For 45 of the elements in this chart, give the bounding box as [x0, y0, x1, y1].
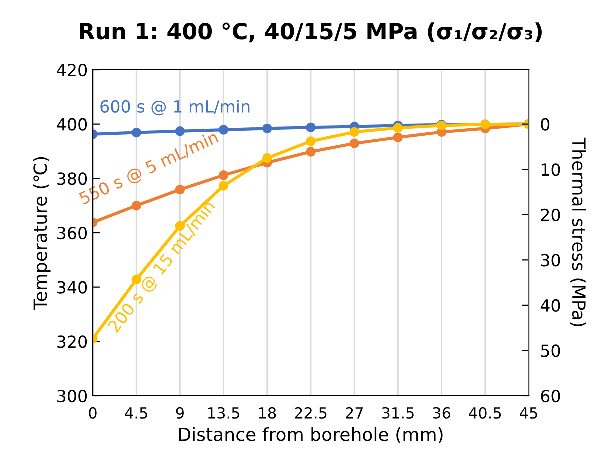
y2-tick-label: 60 — [541, 390, 560, 403]
y-tick-label: 420 — [57, 64, 88, 77]
x-axis-title: Distance from borehole (mm) — [179, 427, 443, 444]
y2-tick-label: 20 — [541, 208, 560, 222]
point — [393, 132, 404, 143]
point — [175, 184, 186, 195]
y-tick-label: 400 — [57, 118, 88, 131]
x-tick-label: 18 — [259, 407, 276, 419]
point — [350, 127, 360, 138]
point — [262, 124, 272, 134]
point — [218, 181, 229, 191]
point — [306, 136, 316, 146]
series-label: 600 s @ 1 mL/min — [100, 100, 250, 116]
point — [393, 123, 404, 133]
x-tick-label: 22.5 — [295, 407, 327, 419]
y-tick-label: 300 — [58, 390, 88, 403]
point — [132, 128, 142, 138]
point — [132, 200, 142, 211]
y-axis-title: Temperature (℃) — [33, 157, 51, 310]
y2-tick-label: 0 — [541, 118, 550, 131]
x-tick-label: 40.5 — [469, 407, 502, 419]
x-tick-label: 45 — [520, 408, 538, 419]
point — [218, 125, 229, 135]
point — [262, 153, 272, 164]
y2-tick-label: 40 — [540, 299, 560, 312]
x-tick-label: 0 — [89, 407, 97, 419]
y2-tick-label: 50 — [541, 344, 560, 358]
x-tick-label: 27 — [346, 407, 364, 419]
x-tick-label: 36 — [433, 407, 451, 419]
x-tick-label: 4.5 — [125, 408, 148, 419]
point — [306, 147, 316, 157]
y-tick-label: 340 — [58, 281, 88, 294]
y-tick-label: 320 — [58, 336, 88, 348]
x-tick-label: 13.5 — [208, 407, 240, 419]
x-tick-label: 31.5 — [382, 407, 414, 419]
y2-tick-label: 10 — [542, 164, 560, 176]
point — [218, 170, 229, 180]
point — [350, 138, 360, 148]
point — [132, 274, 142, 285]
chart-title: Run 1: 400 °C, 40/15/5 MPa (σ₁/σ₂/σ₃) — [80, 22, 542, 43]
y2-axis-title: Thermal stress (MPa) — [570, 138, 586, 326]
point — [306, 122, 316, 132]
y2-tick-label: 30 — [541, 254, 560, 267]
y-tick-label: 360 — [58, 226, 88, 240]
x-tick-label: 9 — [176, 407, 184, 419]
